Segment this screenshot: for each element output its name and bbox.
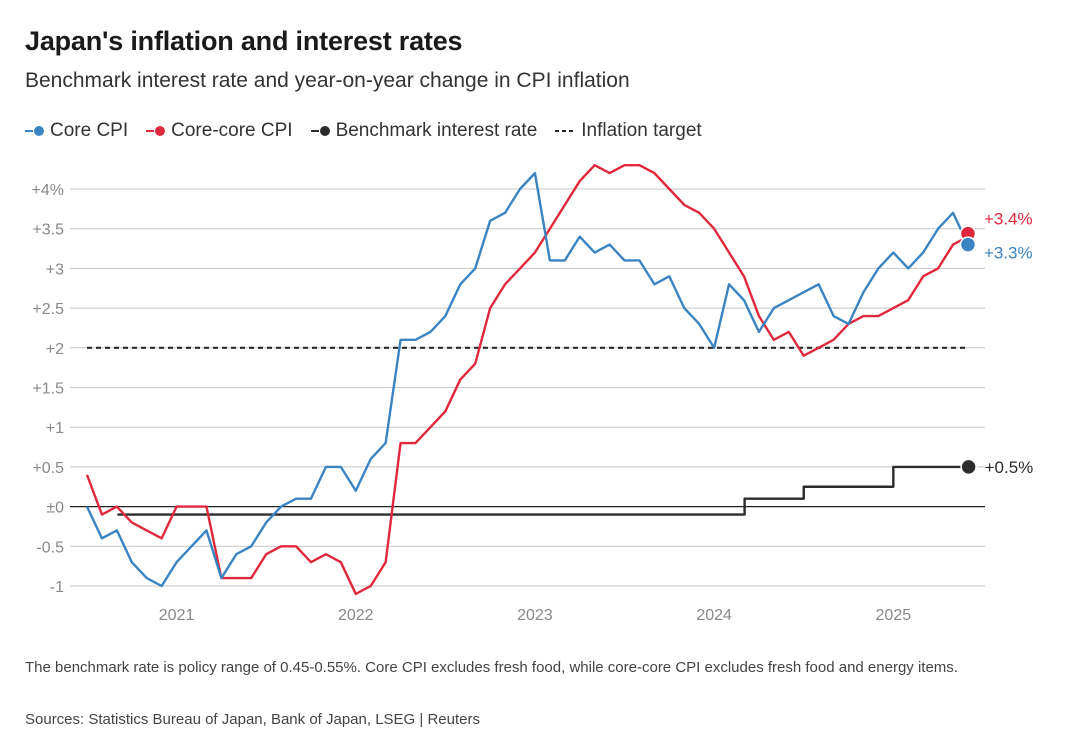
core-cpi-end-marker <box>959 236 977 253</box>
benchmark-interest-rate-end-marker <box>960 458 977 476</box>
legend-dot-icon <box>155 126 166 136</box>
y-tick-label: +4% <box>32 182 64 199</box>
core-cpi-end-label: +3.3% <box>984 244 1033 263</box>
core-core-cpi-line <box>85 163 969 596</box>
x-tick-label: 2025 <box>876 607 912 624</box>
chart-title: Japan's inflation and interest rates <box>25 26 463 56</box>
x-tick-label: 2023 <box>517 607 553 624</box>
y-tick-label: +3.5 <box>32 222 64 239</box>
chart-note: The benchmark rate is policy range of 0.… <box>25 659 958 676</box>
legend: Core CPI Core-core CPI Benchmark interes… <box>25 120 720 142</box>
benchmark-interest-rate-line <box>117 465 969 516</box>
y-tick-label: -1 <box>50 579 64 596</box>
legend-item-inflation-target: Inflation target <box>555 120 702 142</box>
core-core-cpi-end-label: +3.4% <box>984 210 1033 229</box>
legend-label: Core CPI <box>50 120 129 141</box>
y-tick-label: +0.5 <box>32 460 64 477</box>
legend-dot-icon <box>34 126 44 136</box>
y-tick-label: +2.5 <box>32 301 64 318</box>
x-tick-label: 2022 <box>338 607 374 624</box>
core-cpi-line <box>85 171 970 588</box>
y-tick-label: +1.5 <box>32 381 64 398</box>
legend-item-core-core-cpi: Core-core CPI <box>146 120 293 142</box>
y-tick-label: -0.5 <box>36 539 64 556</box>
chart-source: Sources: Statistics Bureau of Japan, Ban… <box>25 711 480 728</box>
benchmark-interest-rate-end-label: +0.5% <box>985 458 1034 477</box>
legend-label: Inflation target <box>581 120 702 141</box>
legend-dot-icon <box>319 126 330 136</box>
line-chart: +4% +3.5 +3 +2.5 +2 +1.5 +1 +0.5 ±0 -0.5 -1 2021 202… <box>32 163 1034 624</box>
legend-dash-icon <box>555 130 574 132</box>
y-tick-label: ±0 <box>46 500 64 517</box>
y-tick-label: +3 <box>46 261 64 278</box>
legend-line-icon <box>310 130 319 132</box>
x-tick-label: 2024 <box>696 607 732 624</box>
x-tick-label: 2021 <box>159 607 195 624</box>
legend-label: Benchmark interest rate <box>335 120 538 141</box>
chart-subtitle: Benchmark interest rate and year-on-year… <box>25 69 630 92</box>
legend-line-icon <box>25 130 33 132</box>
y-tick-label: +1 <box>46 420 64 437</box>
legend-line-icon <box>146 130 155 132</box>
legend-label: Core-core CPI <box>171 120 293 141</box>
legend-item-core-cpi: Core CPI <box>25 120 128 142</box>
y-tick-label: +2 <box>46 341 64 358</box>
legend-item-benchmark-rate: Benchmark interest rate <box>310 120 538 142</box>
